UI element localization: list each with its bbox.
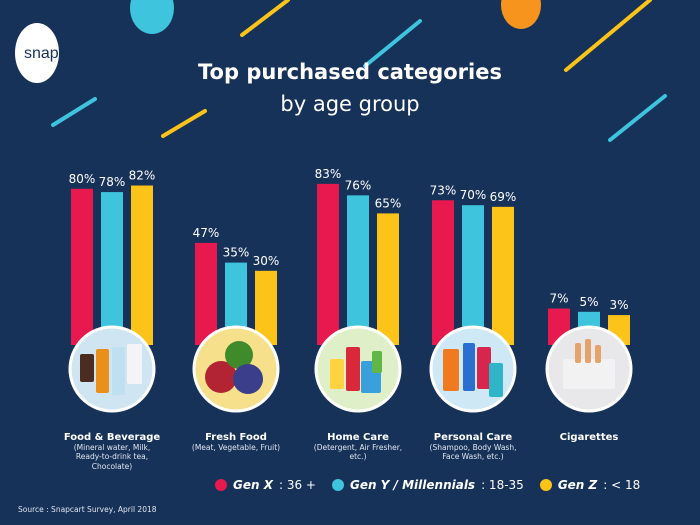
- category-label: Home Care (Detergent, Air Fresher, etc.): [283, 432, 433, 462]
- data-label: 5%: [579, 295, 598, 309]
- data-label: 65%: [375, 196, 402, 210]
- legend-dot: [331, 479, 344, 491]
- category-label: Fresh Food (Meat, Vegetable, Fruit): [161, 432, 311, 452]
- legend-dot: [215, 479, 227, 491]
- category-name: Food & Beverage: [63, 432, 161, 443]
- bar: [131, 185, 153, 345]
- snapcart-logo: [15, 23, 59, 83]
- category-image: [68, 325, 156, 413]
- legend-item-gen-x: Gen X : 36 +: [215, 478, 316, 492]
- data-label: 47%: [193, 226, 220, 240]
- category-image: [314, 325, 402, 413]
- decor-stroke: [161, 109, 207, 138]
- category-detail: (Detergent, Air Fresher, etc.): [313, 443, 403, 462]
- legend-label: Gen Z: [557, 478, 598, 492]
- legend-item-gen-y: Gen Y / Millennials : 18-35: [331, 478, 524, 492]
- data-label: 7%: [549, 292, 568, 306]
- bar: [71, 188, 93, 345]
- bar: [255, 270, 277, 345]
- legend: Gen X : 36 + Gen Y / Millennials : 18-35 G…: [215, 478, 640, 492]
- legend-range: : 18-35: [481, 478, 524, 492]
- decor-stroke: [51, 97, 97, 127]
- source-note: Source : Snapcart Survey, April 2018: [18, 505, 157, 514]
- category-name: Personal Care: [433, 432, 513, 443]
- data-label: 30%: [253, 254, 280, 268]
- category-image: [429, 325, 517, 413]
- bar: [462, 205, 484, 345]
- category-detail: (Meat, Vegetable, Fruit): [191, 443, 281, 452]
- category-label: Cigarettes: [514, 432, 664, 443]
- data-label: 76%: [345, 178, 372, 192]
- bar: [225, 262, 247, 345]
- logo-text: snapcart: [24, 45, 86, 62]
- legend-label: Gen Y / Millennials: [349, 478, 476, 492]
- data-label: 82%: [129, 169, 156, 183]
- bar: [347, 195, 369, 345]
- bar: [492, 206, 514, 345]
- data-label: 70%: [460, 188, 487, 202]
- category-name: Cigarettes: [559, 432, 619, 443]
- bar: [432, 200, 454, 345]
- category-name: Fresh Food: [205, 432, 267, 443]
- data-label: 80%: [69, 172, 96, 186]
- data-label: 83%: [315, 167, 342, 181]
- decor-stroke: [240, 0, 290, 37]
- chart-title: Top purchased categories: [198, 60, 502, 84]
- decor-stroke: [363, 19, 422, 68]
- data-label: 3%: [609, 298, 628, 312]
- category-detail: (Mineral water, Milk, Ready-to-drink tea…: [73, 443, 151, 471]
- category-detail: (Shampoo, Body Wash, Face Wash, etc.): [429, 443, 517, 462]
- bar: [377, 213, 399, 345]
- data-label: 78%: [99, 175, 126, 189]
- bar: [195, 242, 217, 345]
- decor-circle: [501, 0, 541, 29]
- category-image: [192, 325, 280, 413]
- decor-circle: [130, 0, 174, 34]
- legend-range: : 36 +: [278, 478, 316, 492]
- decor-stroke: [608, 94, 667, 142]
- bar: [317, 183, 339, 345]
- legend-item-gen-z: Gen Z : < 18: [539, 478, 641, 492]
- category-name: Home Care: [327, 432, 389, 443]
- category-label: Personal Care (Shampoo, Body Wash, Face W…: [398, 432, 548, 462]
- bar: [101, 192, 123, 345]
- legend-dot: [539, 479, 552, 491]
- data-label: 35%: [223, 246, 250, 260]
- chart-subtitle: by age group: [280, 92, 420, 116]
- data-label: 69%: [490, 190, 517, 204]
- category-image: [545, 325, 633, 413]
- data-label: 73%: [430, 183, 457, 197]
- legend-range: : < 18: [603, 478, 641, 492]
- decor-stroke: [564, 0, 652, 72]
- legend-label: Gen X: [233, 478, 273, 492]
- category-label: Food & Beverage (Mineral water, Milk, Rea…: [37, 432, 187, 471]
